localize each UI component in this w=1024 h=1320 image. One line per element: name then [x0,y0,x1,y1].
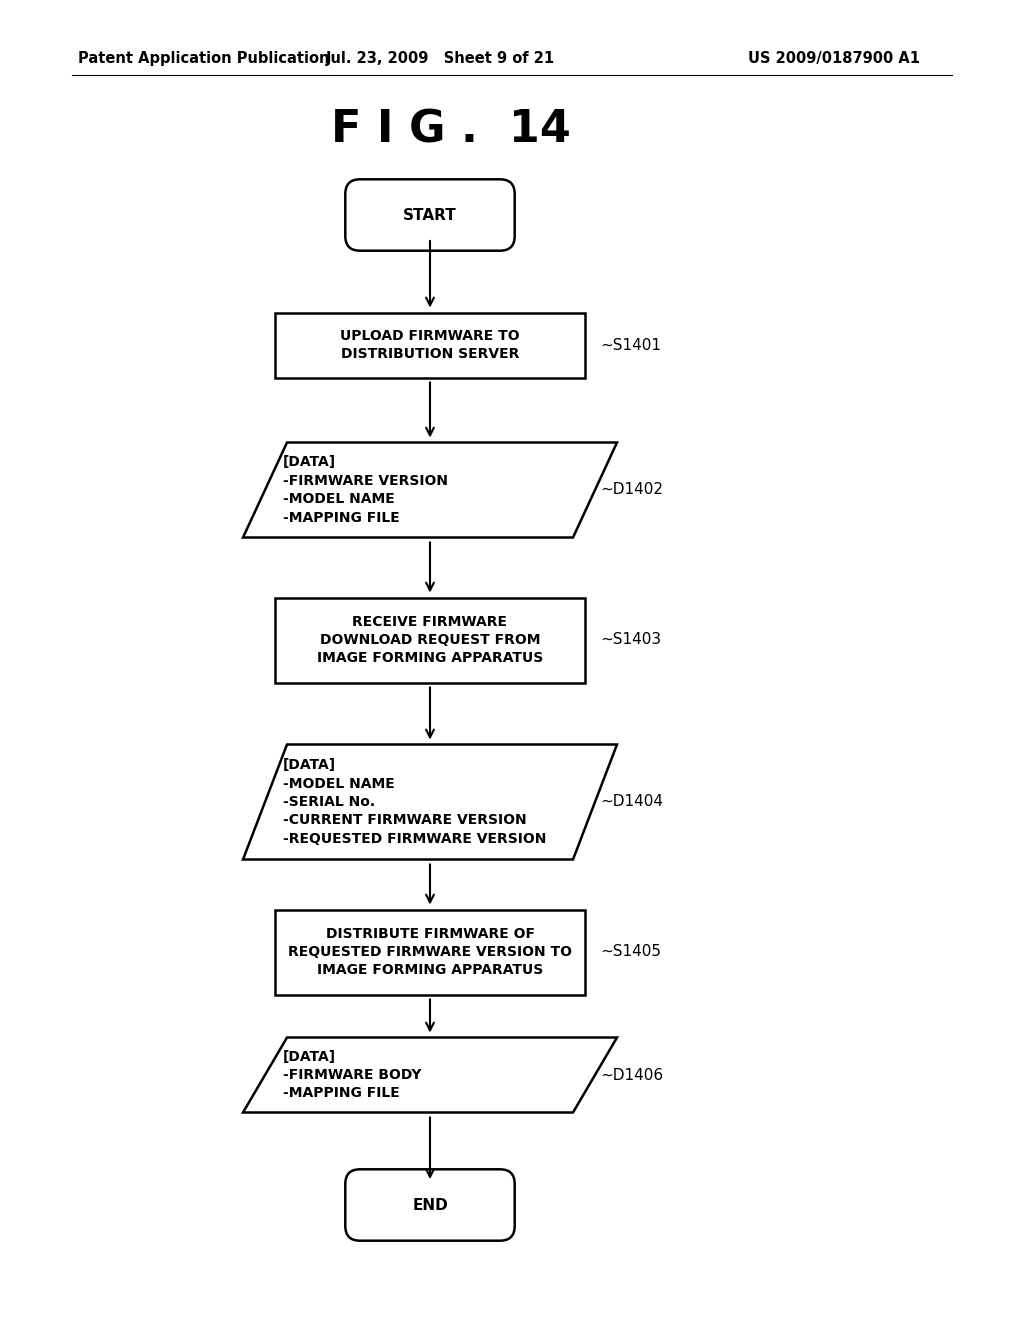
Text: F I G .  14: F I G . 14 [331,108,570,152]
Text: [DATA]
-MODEL NAME
-SERIAL No.
-CURRENT FIRMWARE VERSION
-REQUESTED FIRMWARE VER: [DATA] -MODEL NAME -SERIAL No. -CURRENT … [283,758,547,846]
Text: START: START [403,207,457,223]
Text: [DATA]
-FIRMWARE VERSION
-MODEL NAME
-MAPPING FILE: [DATA] -FIRMWARE VERSION -MODEL NAME -MA… [283,455,449,524]
FancyBboxPatch shape [345,1170,515,1241]
FancyBboxPatch shape [345,180,515,251]
Bar [275,598,585,682]
Polygon shape [243,1038,617,1113]
Text: UPLOAD FIRMWARE TO
DISTRIBUTION SERVER: UPLOAD FIRMWARE TO DISTRIBUTION SERVER [340,329,520,362]
Text: ~D1402: ~D1402 [600,483,663,498]
Polygon shape [243,744,617,859]
Text: ~S1405: ~S1405 [600,945,662,960]
Text: US 2009/0187900 A1: US 2009/0187900 A1 [748,50,920,66]
Text: ~D1406: ~D1406 [600,1068,664,1082]
Text: DISTRIBUTE FIRMWARE OF
REQUESTED FIRMWARE VERSION TO
IMAGE FORMING APPARATUS: DISTRIBUTE FIRMWARE OF REQUESTED FIRMWAR… [288,927,572,977]
Text: Patent Application Publication: Patent Application Publication [78,50,330,66]
Bar [275,313,585,378]
Text: ~D1404: ~D1404 [600,795,663,809]
Text: ~S1403: ~S1403 [600,632,662,648]
Text: Jul. 23, 2009   Sheet 9 of 21: Jul. 23, 2009 Sheet 9 of 21 [326,50,555,66]
Polygon shape [243,442,617,537]
Bar [275,909,585,994]
Text: [DATA]
-FIRMWARE BODY
-MAPPING FILE: [DATA] -FIRMWARE BODY -MAPPING FILE [283,1049,422,1101]
Text: ~S1401: ~S1401 [600,338,662,352]
Text: END: END [412,1197,447,1213]
Text: RECEIVE FIRMWARE
DOWNLOAD REQUEST FROM
IMAGE FORMING APPARATUS: RECEIVE FIRMWARE DOWNLOAD REQUEST FROM I… [316,615,543,665]
